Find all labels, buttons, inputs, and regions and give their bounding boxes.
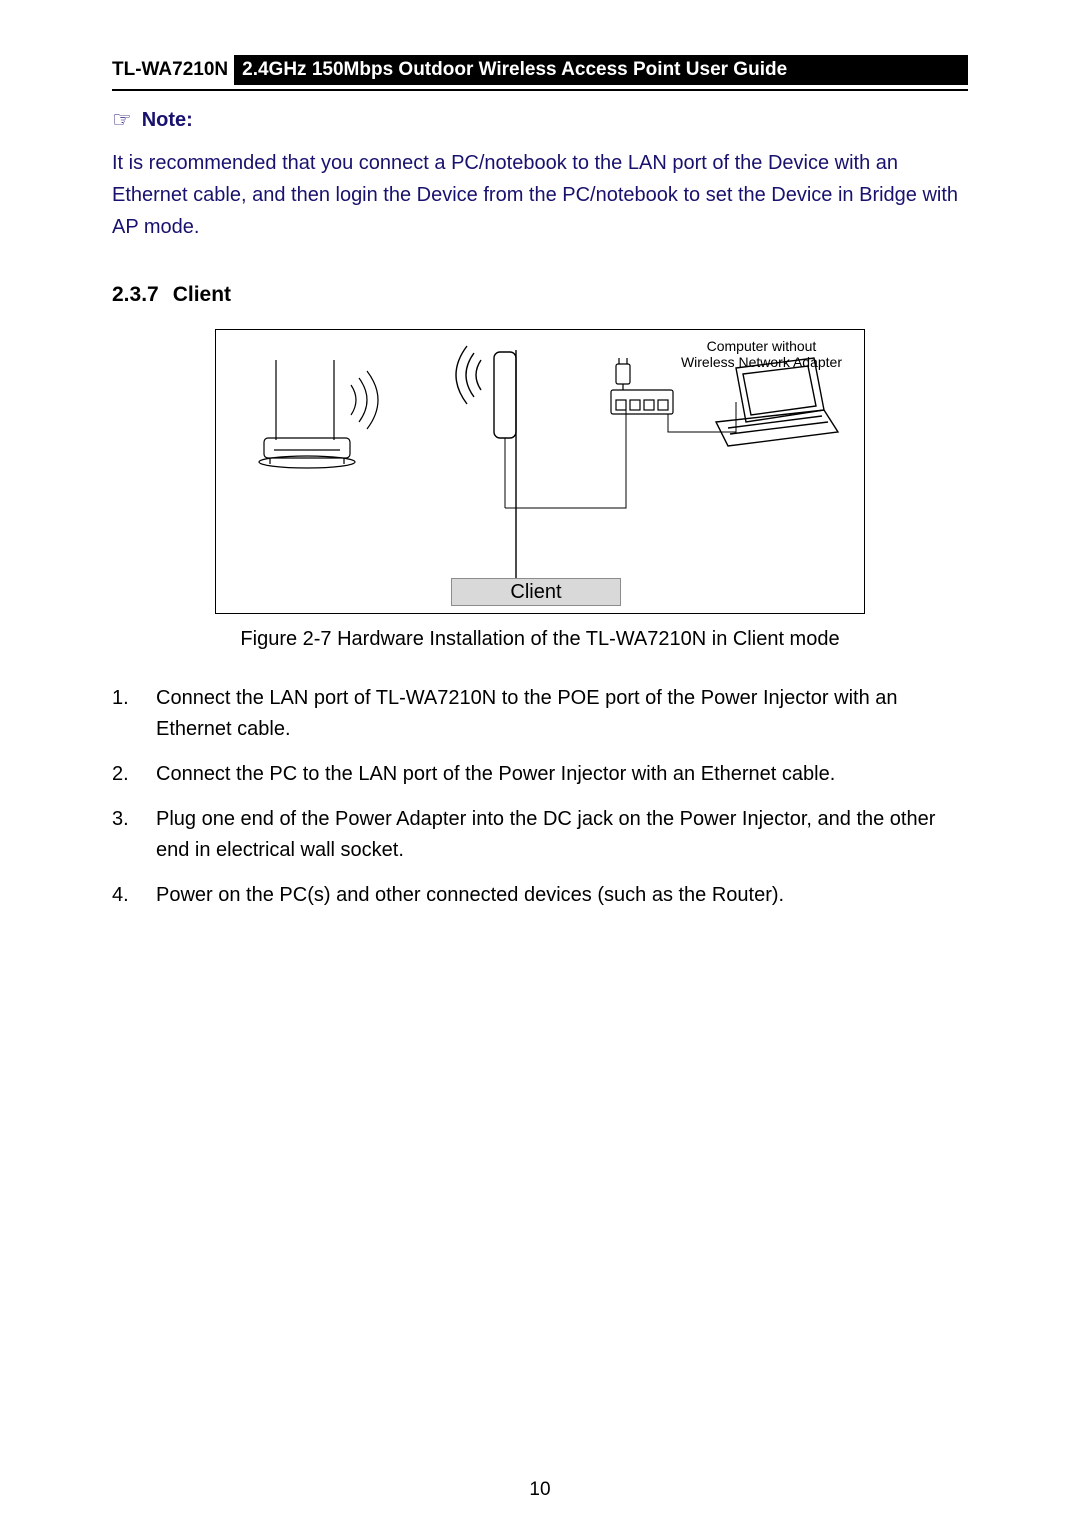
note-label: Note:: [142, 109, 193, 132]
step-text: Plug one end of the Power Adapter into t…: [156, 804, 968, 866]
diagram-label-text: Client: [510, 581, 561, 604]
header-bar: TL-WA7210N 2.4GHz 150Mbps Outdoor Wirele…: [112, 55, 968, 85]
page-number: 10: [0, 1479, 1080, 1501]
list-item: 3. Plug one end of the Power Adapter int…: [112, 804, 968, 866]
power-injector-icon: [611, 358, 736, 432]
note-body: It is recommended that you connect a PC/…: [112, 147, 968, 243]
outdoor-ap-icon: [456, 346, 626, 578]
router-icon: [259, 360, 378, 468]
section-title: Client: [173, 283, 231, 306]
figure-box: Computer without Wireless Network Adapte…: [215, 329, 865, 614]
step-text: Connect the LAN port of TL-WA7210N to th…: [156, 683, 968, 745]
header-rule: [112, 89, 968, 91]
step-number: 2.: [112, 759, 156, 790]
header-title: 2.4GHz 150Mbps Outdoor Wireless Access P…: [234, 55, 968, 85]
step-number: 3.: [112, 804, 156, 835]
list-item: 4. Power on the PC(s) and other connecte…: [112, 880, 968, 911]
laptop-icon: [716, 358, 838, 446]
diagram-svg: [216, 330, 866, 615]
step-text: Power on the PC(s) and other connected d…: [156, 880, 784, 911]
steps-list: 1. Connect the LAN port of TL-WA7210N to…: [112, 683, 968, 911]
figure-wrap: Computer without Wireless Network Adapte…: [112, 329, 968, 669]
section-number: 2.3.7: [112, 283, 159, 306]
step-number: 4.: [112, 880, 156, 911]
list-item: 1. Connect the LAN port of TL-WA7210N to…: [112, 683, 968, 745]
section-heading: 2.3.7 Client: [112, 283, 968, 307]
diagram-label-box: Client: [451, 578, 621, 606]
header-model: TL-WA7210N: [112, 55, 234, 85]
note-heading: ☞ Note:: [112, 107, 968, 133]
list-item: 2. Connect the PC to the LAN port of the…: [112, 759, 968, 790]
step-number: 1.: [112, 683, 156, 714]
pointing-hand-icon: ☞: [112, 107, 132, 133]
step-text: Connect the PC to the LAN port of the Po…: [156, 759, 835, 790]
figure-caption: Figure 2-7 Hardware Installation of the …: [240, 628, 839, 651]
page-container: TL-WA7210N 2.4GHz 150Mbps Outdoor Wirele…: [0, 0, 1080, 1527]
